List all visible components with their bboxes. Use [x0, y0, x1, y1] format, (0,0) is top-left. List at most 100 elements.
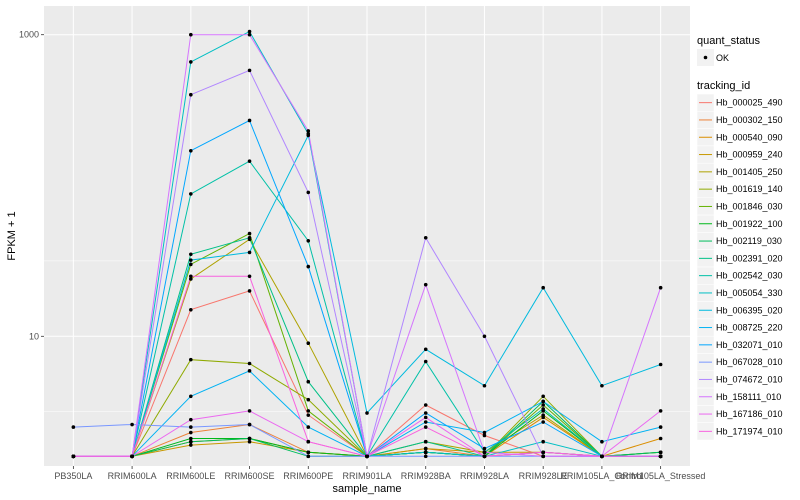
data-point [482, 383, 487, 388]
legend-label: Hb_005054_330 [716, 288, 783, 298]
data-point [541, 454, 545, 459]
data-point [482, 430, 487, 435]
data-point [247, 68, 252, 73]
series-legend-title: tracking_id [697, 80, 750, 92]
data-point [541, 439, 545, 444]
x-tick-label: RRIM928LE [519, 471, 568, 481]
legend-label: Hb_158111_010 [716, 392, 781, 402]
x-tick-label: RRIM600LE [166, 471, 215, 481]
data-point [365, 411, 369, 415]
data-point [423, 425, 428, 429]
data-point [71, 425, 76, 429]
data-point [541, 407, 545, 411]
data-point [189, 436, 193, 441]
data-point [189, 357, 193, 362]
data-point [130, 422, 134, 427]
data-point [306, 450, 311, 455]
data-point [658, 285, 663, 290]
data-point [658, 425, 663, 429]
data-point [189, 307, 193, 312]
data-point [306, 129, 311, 133]
data-point [365, 454, 369, 459]
data-point [247, 369, 252, 373]
data-point [423, 446, 428, 451]
data-point [423, 403, 428, 407]
y-tick-label: 10 [29, 331, 39, 341]
legend-label: Hb_001405_250 [716, 167, 783, 177]
y-axis-title: FPKM + 1 [6, 211, 18, 260]
data-point [423, 411, 428, 415]
data-point [189, 92, 193, 97]
x-tick-label: RRIM105LA_Control [560, 471, 643, 481]
data-point [541, 450, 545, 455]
data-point [189, 192, 193, 196]
legend-label: Hb_000025_490 [716, 98, 783, 108]
legend-label: Hb_167186_010 [716, 409, 783, 419]
x-tick-label: RRIM928BA [401, 471, 451, 481]
data-point [306, 413, 311, 417]
x-tick-label: RRIM928LA [460, 471, 509, 481]
data-point [189, 277, 193, 281]
data-point [541, 403, 545, 407]
legend-label: Hb_001846_030 [716, 201, 783, 211]
legend-label: Hb_171974_010 [716, 426, 783, 436]
data-point [306, 264, 311, 269]
data-point [247, 289, 252, 293]
data-point [306, 238, 311, 243]
data-point [130, 454, 134, 459]
data-point [189, 274, 193, 279]
legend-label: Hb_074672_010 [716, 374, 783, 384]
x-tick-label: PB350LA [54, 471, 92, 481]
data-point [189, 258, 193, 262]
data-point [189, 394, 193, 399]
data-point [306, 409, 311, 413]
data-point [247, 439, 252, 444]
x-tick-label: RRIM105LA_Stressed [616, 471, 706, 481]
legend-label: Hb_001619_140 [716, 184, 783, 194]
data-point [306, 379, 311, 384]
data-point [423, 454, 428, 459]
data-point [247, 274, 252, 279]
data-point [658, 409, 663, 413]
data-point [658, 362, 663, 367]
legend-label: Hb_008725_220 [716, 323, 783, 333]
data-point [482, 454, 487, 459]
data-point [189, 425, 193, 429]
data-point [658, 436, 663, 441]
data-point [247, 118, 252, 123]
data-point [247, 361, 252, 366]
data-point [541, 285, 545, 290]
data-point [189, 60, 193, 64]
legend-label: Hb_000959_240 [716, 150, 783, 160]
data-point [541, 420, 545, 424]
data-point [600, 454, 604, 459]
legend-label: Hb_002391_020 [716, 253, 783, 263]
data-point [247, 250, 252, 255]
data-point [658, 454, 663, 459]
data-point [247, 159, 252, 163]
data-point [247, 436, 252, 441]
data-point [247, 409, 252, 413]
data-point [541, 394, 545, 399]
legend-label: Hb_032071_010 [716, 340, 783, 350]
data-point [306, 454, 311, 459]
data-point [306, 341, 311, 345]
data-point [306, 190, 311, 195]
data-point [423, 415, 428, 420]
data-point [189, 148, 193, 153]
data-point [482, 450, 487, 455]
data-point [541, 413, 545, 417]
data-point [600, 383, 604, 388]
x-tick-label: RRIM600LA [108, 471, 157, 481]
legend-label: Hb_002542_030 [716, 271, 783, 281]
data-point [482, 446, 487, 451]
data-point [306, 397, 311, 402]
data-point [247, 29, 252, 34]
data-point [423, 235, 428, 240]
quant-legend-title: quant_status [697, 35, 760, 47]
legend-label: Hb_002119_030 [716, 236, 782, 246]
data-point [482, 433, 487, 438]
legend-label: Hb_006395_020 [716, 305, 783, 315]
x-axis-title: sample_name [332, 483, 401, 495]
data-point [658, 450, 663, 455]
